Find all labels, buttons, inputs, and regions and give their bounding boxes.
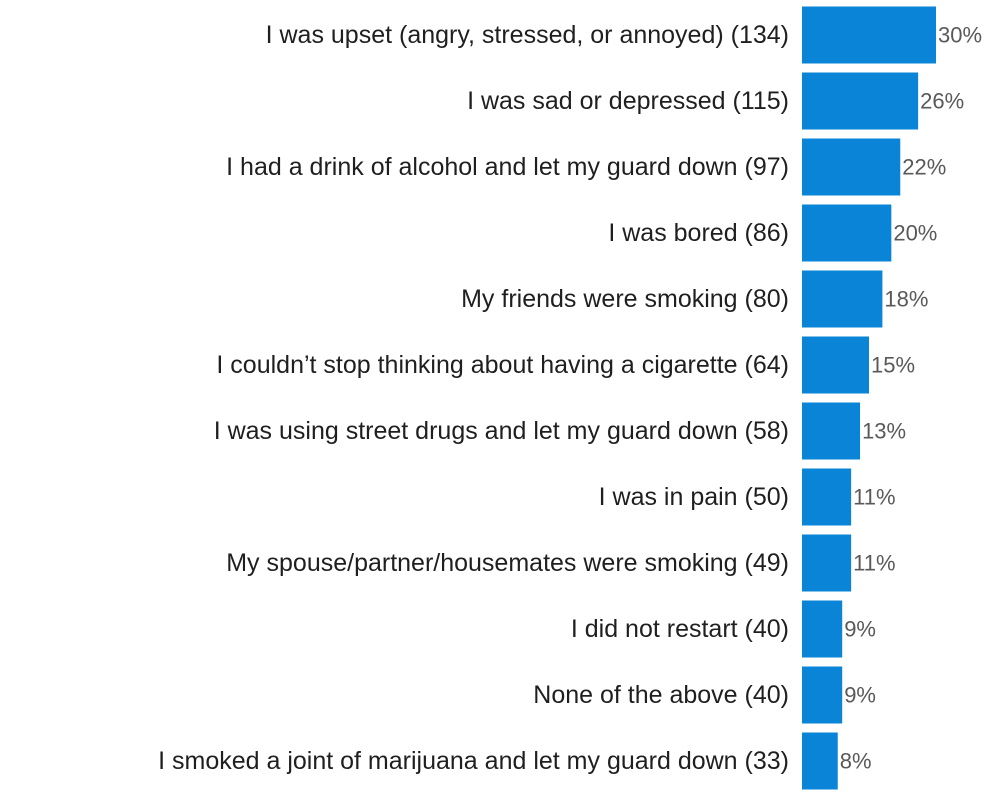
category-label: I was using street drugs and let my guar… xyxy=(214,417,789,445)
value-label: 26% xyxy=(920,89,964,114)
category-label: My friends were smoking (80) xyxy=(461,285,789,313)
category-label: I smoked a joint of marijuana and let my… xyxy=(158,747,789,775)
bar xyxy=(802,6,936,64)
bar xyxy=(802,72,919,130)
category-label: I was bored (86) xyxy=(608,219,789,247)
bar xyxy=(802,534,852,592)
category-label: I was in pain (50) xyxy=(599,483,789,511)
value-label: 9% xyxy=(844,617,876,642)
bar xyxy=(802,270,883,328)
bar xyxy=(802,138,901,196)
value-label: 20% xyxy=(893,221,937,246)
value-label: 11% xyxy=(853,551,895,576)
value-label: 11% xyxy=(853,485,895,510)
category-label: I had a drink of alcohol and let my guar… xyxy=(226,153,789,181)
value-label: 30% xyxy=(938,23,982,48)
bar xyxy=(802,336,869,394)
value-label: 8% xyxy=(840,749,872,774)
value-label: 18% xyxy=(884,287,928,312)
category-label: None of the above (40) xyxy=(533,681,789,709)
bar xyxy=(802,600,843,658)
category-label: I was upset (angry, stressed, or annoyed… xyxy=(266,21,789,49)
value-label: 15% xyxy=(871,353,915,378)
category-label: I was sad or depressed (115) xyxy=(467,87,789,115)
bar xyxy=(802,732,838,790)
category-label: I did not restart (40) xyxy=(571,615,789,643)
value-label: 13% xyxy=(862,419,906,444)
bar xyxy=(802,666,843,724)
value-label: 22% xyxy=(902,155,946,180)
bar xyxy=(802,204,892,262)
bar xyxy=(802,402,861,460)
category-label: My spouse/partner/housemates were smokin… xyxy=(226,549,789,577)
bar xyxy=(802,468,852,526)
category-label: I couldn’t stop thinking about having a … xyxy=(216,351,789,379)
value-label: 9% xyxy=(844,683,876,708)
